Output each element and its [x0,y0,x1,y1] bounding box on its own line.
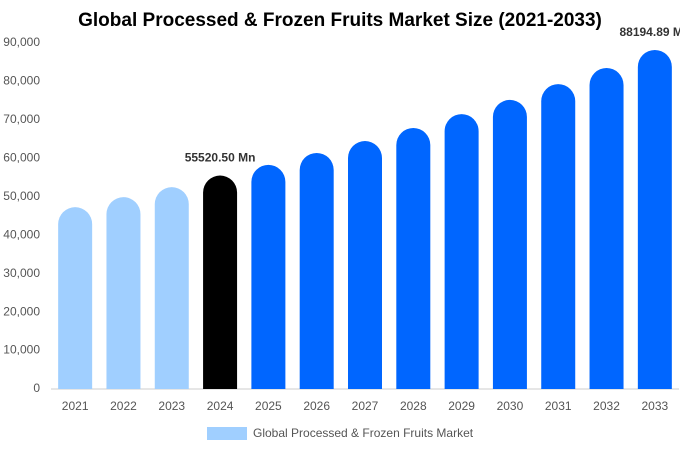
y-tick-label: 20,000 [3,304,40,318]
legend-swatch [207,427,247,440]
bar [637,49,672,390]
x-tick-label: 2026 [303,399,330,413]
bar [154,187,189,389]
bar [348,141,382,389]
x-tick-label: 2027 [352,399,379,413]
x-tick-label: 2028 [400,399,427,413]
bar [203,175,238,389]
y-tick-label: 80,000 [3,74,40,88]
bar [106,197,141,389]
x-tick-label: 2023 [158,399,185,413]
x-tick-label: 2031 [545,399,572,413]
x-tick-label: 2024 [207,399,234,413]
x-tick-label: 2032 [593,399,620,413]
value-label: 88194.89 Mn [619,25,680,39]
bar [396,127,431,389]
legend-label: Global Processed & Frozen Fruits Market [253,426,474,440]
bar [251,164,286,389]
bar [541,84,576,389]
y-tick-label: 60,000 [3,151,40,165]
y-tick-label: 70,000 [3,112,40,126]
x-tick-label: 2033 [641,399,668,413]
bar [299,152,334,389]
y-tick-label: 30,000 [3,266,40,280]
y-tick-label: 40,000 [3,227,40,241]
x-tick-label: 2030 [497,399,524,413]
bar [589,67,624,389]
bar [492,99,527,389]
y-tick-label: 50,000 [3,189,40,203]
y-tick-label: 0 [33,381,40,395]
bar [58,207,93,389]
x-tick-label: 2021 [62,399,89,413]
y-tick-label: 90,000 [3,35,40,49]
bar [444,114,479,389]
y-tick-label: 10,000 [3,343,40,357]
value-label: 55520.50 Mn [185,151,256,165]
x-tick-label: 2022 [110,399,137,413]
chart-title: Global Processed & Frozen Fruits Market … [78,10,602,31]
x-tick-label: 2029 [448,399,475,413]
x-tick-label: 2025 [255,399,282,413]
